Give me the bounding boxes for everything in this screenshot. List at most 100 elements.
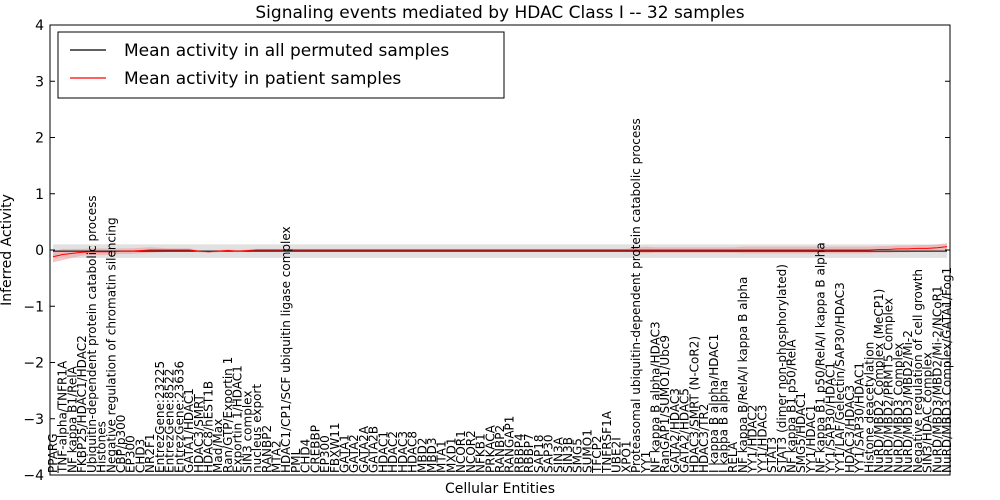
x-tick-label: FBXW11 <box>328 423 342 474</box>
x-tick-label: MTA2 <box>270 440 284 473</box>
x-tick-label: STAT3 <box>765 437 779 473</box>
y-tick-label: −3 <box>23 412 44 428</box>
x-tick-label: NuRD/MBD3/MBD2/Mi-2 <box>901 330 915 473</box>
x-tick-label: I kappa B alpha/HDAC1 <box>707 334 721 473</box>
band-patient <box>53 243 947 263</box>
x-tick-label: GATA2A <box>357 425 371 473</box>
x-tick-label: SIN3A <box>551 436 565 473</box>
x-tick-label: HDAC1/CP1/SCF ubiquitin ligase complex <box>279 226 293 473</box>
x-tick-label: EP300 <box>318 435 332 473</box>
x-tick-label: NuRD/MBD3/MBD2/Mi-2/NCoR1 <box>930 285 944 473</box>
legend-label-patient: Mean activity in patient samples <box>124 69 401 89</box>
x-tick-label: RELA <box>726 441 740 473</box>
x-tick-label: STAT3 (dimer non-phosphorylated) <box>775 264 789 473</box>
x-tick-label: GATA2/HDAC3 <box>668 388 682 473</box>
y-tick-label: −1 <box>23 299 44 315</box>
x-tick-label: HDAC3/TR2 <box>697 404 711 473</box>
x-tick-label: MBD3 <box>425 438 439 473</box>
x-tick-label: RANBP2 <box>260 425 274 473</box>
x-tick-label: YY1/LAF/Gelectin/SAP30/HDAC3 <box>833 282 847 474</box>
x-tick-label: RBBP7 <box>522 433 536 473</box>
x-tick-label: MBD2 <box>415 438 429 473</box>
x-tick-label: CHD3 <box>133 439 147 473</box>
x-tick-label: RBBP4 <box>512 433 526 473</box>
x-tick-label: HDAC8 <box>406 431 420 473</box>
x-tick-label: YY1/HDAC3 <box>755 405 769 474</box>
x-tick-label: HDAC2 <box>386 431 400 473</box>
x-tick-label: TNFRSF1A <box>600 410 614 474</box>
x-tick-label: GATA2B <box>367 426 381 473</box>
x-tick-label: Mad/Max <box>211 419 225 473</box>
x-tick-label: HDAC3/SMRT <box>192 393 206 473</box>
x-tick-label: HDAC8/hEST1B <box>201 381 215 473</box>
x-tick-label: PRKACA <box>483 424 497 473</box>
x-tick-label: NCOR1 <box>454 430 468 473</box>
x-tick-label: Exportin 1/HDAC1 <box>231 365 245 473</box>
x-tick-label: Ran/GTP/Exportin 1 <box>221 357 235 473</box>
x-tick-label: TNF-alpha/TNFR1A <box>56 360 70 474</box>
x-tick-label: NF kappa B1 p50/RelA <box>785 339 799 473</box>
x-tick-label: GATA1 <box>338 434 352 473</box>
x-tick-label: EntrezGene:23225 <box>153 361 167 473</box>
x-tick-label: NFKB1 <box>474 433 488 473</box>
x-tick-label: Proteasomal ubiquitin-dependent protein … <box>629 118 643 473</box>
x-tick-label: RANGAP1 <box>503 416 517 473</box>
x-tick-label: NF kappa B alpha/HDAC3 <box>648 321 662 473</box>
x-tick-label: nucleus export <box>250 384 264 473</box>
x-tick-label: NCOR2 <box>464 430 478 473</box>
legend: Mean activity in all permuted samples Me… <box>57 31 505 99</box>
x-tick-label: TFCP2 <box>590 436 604 474</box>
x-tick-label: Negative regulation of cell growth <box>911 269 925 473</box>
x-tick-label: YY1 <box>639 451 653 474</box>
x-tick-label: YY1/HDAC1 <box>804 405 818 474</box>
x-tick-label: YY1/HDAC2 <box>746 405 760 474</box>
x-tick-label: SAP30 <box>542 434 556 473</box>
x-tick-label: SIN3 complex <box>240 391 254 473</box>
x-tick-label: EntrezGene:8522 <box>163 369 177 474</box>
x-tick-label: PML <box>289 448 303 473</box>
x-tick-label: MTA1 <box>435 440 449 473</box>
y-tick-label: 2 <box>35 131 44 147</box>
y-axis-label: Inferred Activity <box>0 194 15 306</box>
x-tick-label: YY1/SAP30/HDAC1 <box>823 362 837 474</box>
x-tick-label: CHD4 <box>299 439 313 473</box>
x-tick-label: NF kappa B1 p50/RelA/I kappa B alpha <box>814 242 828 473</box>
x-tick-label: MXD1 <box>444 438 458 473</box>
x-tick-label: XPO1 <box>619 440 633 473</box>
x-tick-label: SAP18 <box>532 434 546 473</box>
x-tick-label: EntrezGene:23636 <box>172 361 186 473</box>
x-tick-label: HDAC3/HDAC3 <box>843 385 857 473</box>
x-tick-label: GATA2/HDAC5 <box>678 388 692 473</box>
x-tick-label: RANBP2 <box>493 425 507 473</box>
legend-label-permuted: Mean activity in all permuted samples <box>124 41 449 61</box>
chart-title: Signaling events mediated by HDAC Class … <box>255 3 744 23</box>
plot-frame <box>49 24 951 476</box>
x-tick-label: CREBBP <box>308 425 322 473</box>
x-tick-label: Negative regulation of chromatin silenci… <box>104 217 118 473</box>
x-tick-label: NF kappa B/RelA/I kappa B alpha <box>736 277 750 473</box>
x-tick-label: FKBP25/HDAC1/HDAC2 <box>75 335 89 473</box>
y-tick-label: 3 <box>35 74 44 90</box>
x-tick-label: CBP/p300 <box>114 415 128 473</box>
x-tick-label: NF kappa B1/RelA <box>65 365 79 473</box>
x-tick-label: SIN3/HDAC complex <box>921 352 935 473</box>
x-tick-label: HDAC1 <box>376 431 390 473</box>
x-tick-label: Histones <box>95 421 109 473</box>
x-tick-label: RanGAP1/SUMO1/Ubc9 <box>658 335 672 473</box>
x-tick-label: SMG5 <box>571 438 585 473</box>
x-tick-label: NuRD/MBD2 Complex (MeCP1) <box>872 289 886 473</box>
y-tick-label: 1 <box>35 187 44 203</box>
line-patient <box>52 246 948 258</box>
y-tick-label: −4 <box>23 468 44 484</box>
y-tick-label: 4 <box>35 18 44 34</box>
y-tick-label: 0 <box>35 243 44 259</box>
x-tick-label: YY1/SAP30/HDAC1 <box>853 362 867 474</box>
x-tick-label: UBE2I <box>610 437 624 473</box>
y-tick-label: −2 <box>23 356 44 372</box>
x-tick-label: NR2F1 <box>143 434 157 474</box>
x-tick-label: Histone deacetylation <box>862 342 876 473</box>
x-tick-label: SMG5/HDAC1 <box>794 392 808 473</box>
x-tick-label: NuRD/MBD3 Complex/GATA1/Fog1 <box>940 267 954 473</box>
